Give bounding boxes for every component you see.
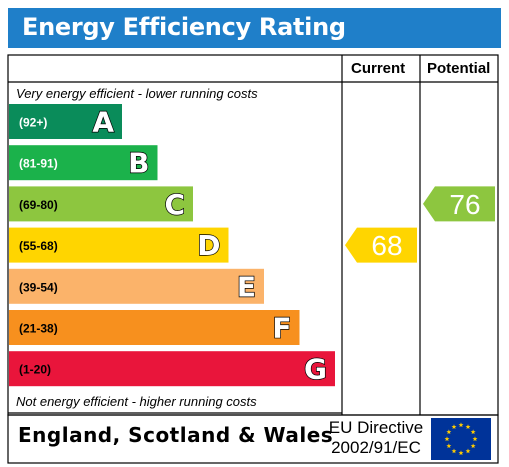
band-d-letter: D [197,229,220,262]
current-column-header: Current [351,60,406,77]
bottom-note: Not energy efficient - higher running co… [16,394,257,409]
eu-star-icon [446,443,452,449]
band-d-bar [9,227,229,263]
band-a-letter: A [92,106,114,139]
band-c-range: (69-80) [19,198,58,212]
title-bar: Energy Efficiency Rating [8,8,501,48]
potential-column-header: Potential [427,60,491,77]
eu-directive-number: 2002/91/EC [331,438,421,457]
band-g-bar [9,351,335,387]
band-b-range: (81-91) [19,157,58,171]
eu-star-icon [465,448,471,454]
band-e-letter: E [237,270,256,303]
eu-flag-icon [431,418,491,460]
eu-star-icon [446,429,452,435]
band-g-letter: G [304,353,327,386]
band-f-range: (21-38) [19,322,58,336]
eu-star-icon [470,429,476,435]
band-c-letter: C [164,188,185,221]
eu-star-icon [465,424,471,429]
eu-star-icon [470,443,476,449]
current-rating-value: 68 [371,230,402,261]
band-a-bar [9,104,122,139]
band-e-range: (39-54) [19,280,58,294]
top-note: Very energy efficient - lower running co… [16,86,258,101]
footer-frame [7,414,499,464]
eu-directive-label: EU Directive [328,418,424,437]
current-rating-arrow [345,227,417,263]
band-g-range: (1-20) [19,363,51,377]
band-d-range: (55-68) [19,239,58,253]
eu-star-icon [458,422,464,428]
band-a-range: (92+) [19,116,47,130]
eu-star-icon [451,424,457,429]
band-b-letter: B [128,147,149,180]
page-title: Energy Efficiency Rating [22,13,346,41]
rating-arrows: 68 76 [345,186,495,263]
potential-rating-arrow [423,186,495,222]
eu-star-icon [458,450,464,456]
band-b-bar [9,145,158,181]
rating-bands: (92+) A (81-91) B (69-80) C (55-68) D (39-54) E (2… [9,104,335,386]
potential-rating-value: 76 [449,189,480,220]
band-f-letter: F [272,312,291,345]
band-f-bar [9,310,300,345]
band-c-bar [9,186,193,222]
eu-star-icon [444,436,450,442]
eu-star-icon [451,448,457,454]
band-e-bar [9,268,264,304]
eu-star-icon [472,436,478,442]
footer-region-label: England, Scotland & Wales [18,423,334,447]
